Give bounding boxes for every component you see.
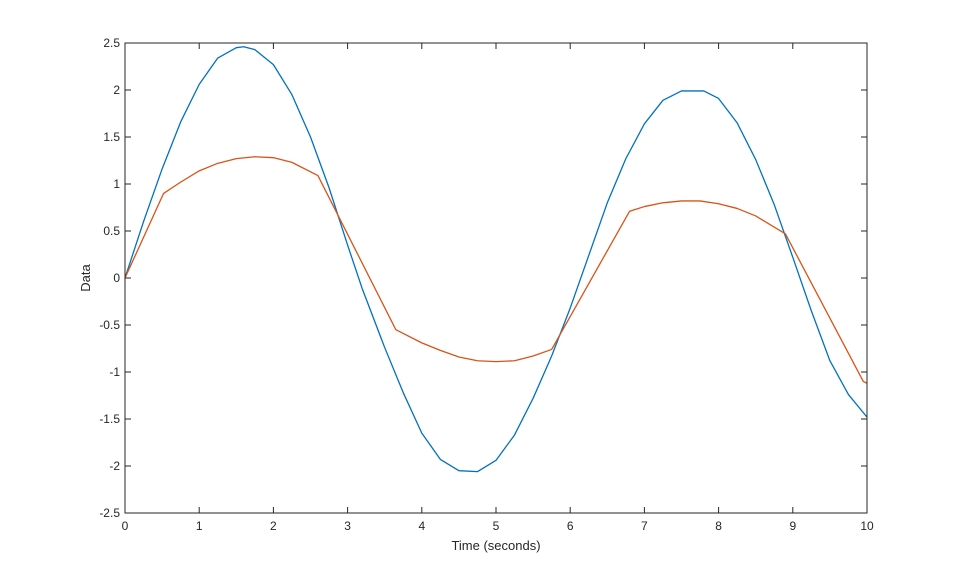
- series-line-1: [124, 46, 868, 473]
- series-line-2: [124, 156, 868, 384]
- y-tick-label: -1: [109, 365, 120, 379]
- series-layer: [124, 46, 868, 473]
- y-tick-label: 0.5: [103, 224, 120, 238]
- x-tick-label: 3: [344, 519, 351, 533]
- x-tick-label: 6: [567, 519, 574, 533]
- y-tick-label: 0: [113, 271, 120, 285]
- y-tick-label: -1.5: [99, 412, 120, 426]
- y-axis-label: Data: [78, 264, 93, 292]
- y-tick-label: 1: [113, 177, 120, 191]
- y-tick-label: -2.5: [99, 506, 120, 520]
- x-tick-label: 1: [196, 519, 203, 533]
- plot-area: [125, 43, 867, 513]
- axes-layer: 0 1 2 3 4 5 6 7 8 9 10 -2.5 -2 -1.5 -1 -0.5 0 0.5 1 1.5 2 2.5: [99, 36, 874, 533]
- x-tick-label: 9: [789, 519, 796, 533]
- y-tick-label: -2: [109, 459, 120, 473]
- x-tick-label: 0: [122, 519, 129, 533]
- x-tick-label: 7: [641, 519, 648, 533]
- x-tick-label: 5: [493, 519, 500, 533]
- x-tick-label: 2: [270, 519, 277, 533]
- y-tick-label: 1.5: [103, 130, 120, 144]
- x-axis-label: Time (seconds): [451, 538, 540, 553]
- x-tick-label: 4: [418, 519, 425, 533]
- plot-background: [125, 43, 867, 513]
- y-tick-label: 2: [113, 83, 120, 97]
- y-tick-label: 2.5: [103, 36, 120, 50]
- x-tick-label: 8: [715, 519, 722, 533]
- x-tick-label: 10: [860, 519, 874, 533]
- y-tick-label: -0.5: [99, 318, 120, 332]
